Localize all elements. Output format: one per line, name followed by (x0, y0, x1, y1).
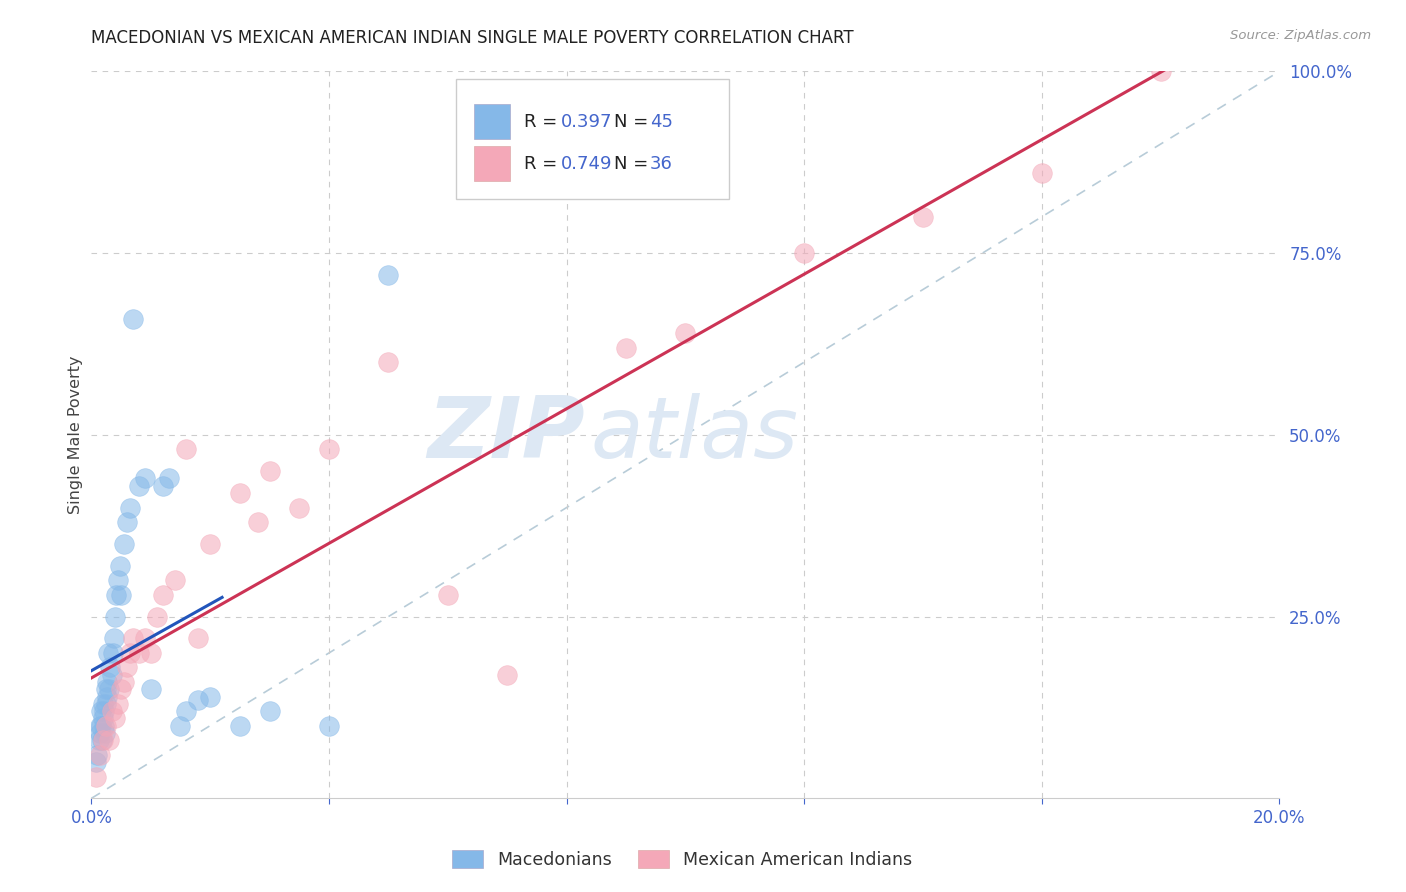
Point (98, 733, 121, 747)
Point (169, 719, 191, 733)
Text: N =: N = (614, 112, 654, 130)
Point (118, 646, 141, 660)
Point (110, 588, 132, 602)
Point (87, 733, 110, 747)
Point (100, 660, 122, 674)
Point (200, 690, 222, 704)
Text: N =: N = (614, 154, 654, 173)
Point (152, 588, 174, 602)
Point (107, 573, 129, 587)
Point (318, 442, 340, 457)
Point (128, 479, 150, 493)
Point (115, 515, 138, 529)
Point (96, 697, 118, 711)
Point (93, 704, 115, 718)
Point (112, 537, 135, 551)
Point (98, 682, 121, 697)
Point (89, 726, 111, 740)
Point (259, 464, 281, 478)
Point (911, 210, 934, 224)
Point (187, 632, 209, 646)
Point (496, 667, 519, 681)
Point (288, 500, 311, 515)
Point (90, 704, 112, 718)
FancyBboxPatch shape (474, 146, 509, 181)
Text: 36: 36 (650, 154, 672, 173)
Point (96, 690, 118, 704)
Point (145, 609, 167, 624)
Point (134, 471, 156, 485)
Point (134, 632, 156, 646)
FancyBboxPatch shape (474, 104, 509, 139)
Point (128, 646, 150, 660)
Point (100, 667, 122, 681)
Y-axis label: Single Male Poverty: Single Male Poverty (67, 356, 83, 514)
Point (115, 660, 138, 674)
Point (122, 311, 145, 326)
Point (101, 646, 124, 660)
Text: ZIP: ZIP (427, 393, 585, 476)
Point (91, 697, 114, 711)
Point (94, 726, 117, 740)
FancyBboxPatch shape (456, 78, 730, 199)
Text: 0.749: 0.749 (561, 154, 612, 173)
Point (91, 733, 114, 747)
Point (103, 632, 125, 646)
Text: 45: 45 (650, 112, 673, 130)
Point (614, 341, 637, 355)
Point (84, 770, 107, 784)
Point (246, 515, 269, 529)
Point (108, 558, 131, 573)
Point (107, 697, 129, 711)
Point (152, 479, 174, 493)
Point (96, 675, 118, 690)
Point (91, 733, 114, 747)
Point (176, 704, 198, 718)
Point (89, 719, 111, 733)
Point (187, 693, 209, 707)
Point (377, 355, 399, 369)
Point (259, 704, 281, 718)
Text: atlas: atlas (591, 393, 799, 476)
Point (139, 646, 162, 660)
Point (89, 747, 111, 762)
Text: 0.397: 0.397 (561, 112, 612, 130)
Point (176, 442, 198, 457)
Point (93, 719, 115, 733)
Point (97, 646, 120, 660)
Text: R =: R = (524, 112, 562, 130)
Point (200, 537, 222, 551)
Point (139, 682, 162, 697)
Point (673, 326, 696, 340)
Point (96, 719, 118, 733)
Point (84, 755, 107, 769)
Point (1149, 64, 1171, 78)
Point (157, 471, 180, 485)
Point (436, 588, 458, 602)
Point (1031, 166, 1053, 180)
Point (793, 246, 815, 260)
Point (86, 747, 108, 762)
Point (110, 682, 132, 697)
Text: R =: R = (524, 154, 562, 173)
Point (122, 632, 145, 646)
Point (101, 704, 124, 718)
Point (91, 711, 114, 725)
Point (104, 609, 127, 624)
Point (229, 719, 252, 733)
Point (112, 675, 135, 690)
Point (90, 719, 112, 733)
Text: Source: ZipAtlas.com: Source: ZipAtlas.com (1230, 29, 1371, 43)
Point (118, 500, 141, 515)
Point (94, 682, 117, 697)
Text: MACEDONIAN VS MEXICAN AMERICAN INDIAN SINGLE MALE POVERTY CORRELATION CHART: MACEDONIAN VS MEXICAN AMERICAN INDIAN SI… (91, 29, 853, 47)
Point (163, 573, 186, 587)
Point (229, 486, 252, 500)
Point (105, 588, 128, 602)
Point (104, 711, 127, 725)
Point (318, 719, 340, 733)
Point (377, 268, 399, 282)
Legend: Macedonians, Mexican American Indians: Macedonians, Mexican American Indians (444, 844, 920, 876)
